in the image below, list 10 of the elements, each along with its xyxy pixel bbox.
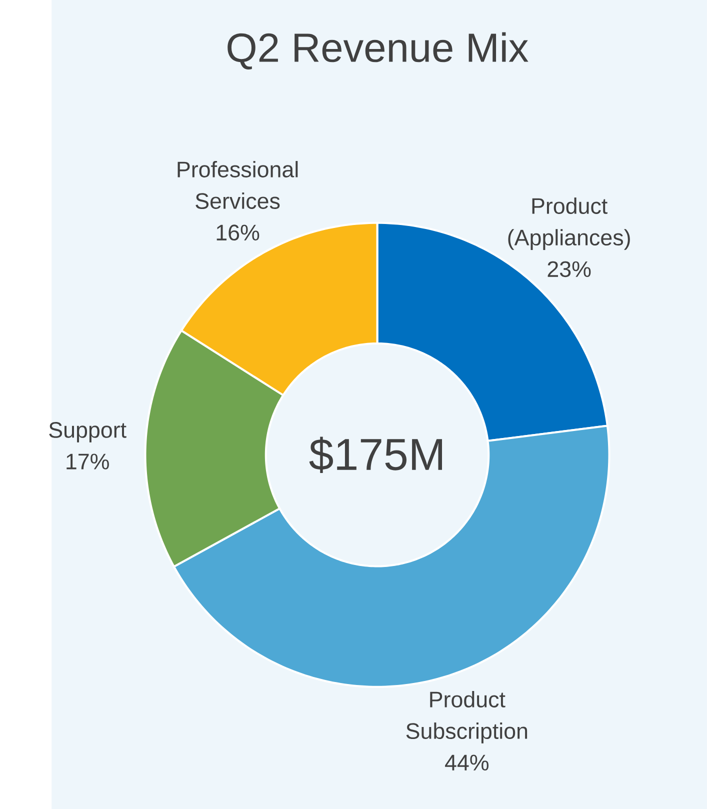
data-label: 16% bbox=[216, 224, 260, 241]
chart-title: Q2 Revenue Mix bbox=[228, 32, 528, 70]
slice-label: Product Subscription bbox=[406, 691, 528, 744]
slice-label: Support bbox=[49, 422, 126, 442]
data-label: 44% bbox=[445, 754, 489, 770]
data-label: 23% bbox=[548, 261, 591, 278]
slice-label: Professional Services bbox=[178, 160, 298, 209]
data-label: 17% bbox=[66, 454, 109, 470]
slice-label: Product (Appliances) bbox=[508, 198, 630, 250]
text: $175M bbox=[309, 436, 442, 473]
